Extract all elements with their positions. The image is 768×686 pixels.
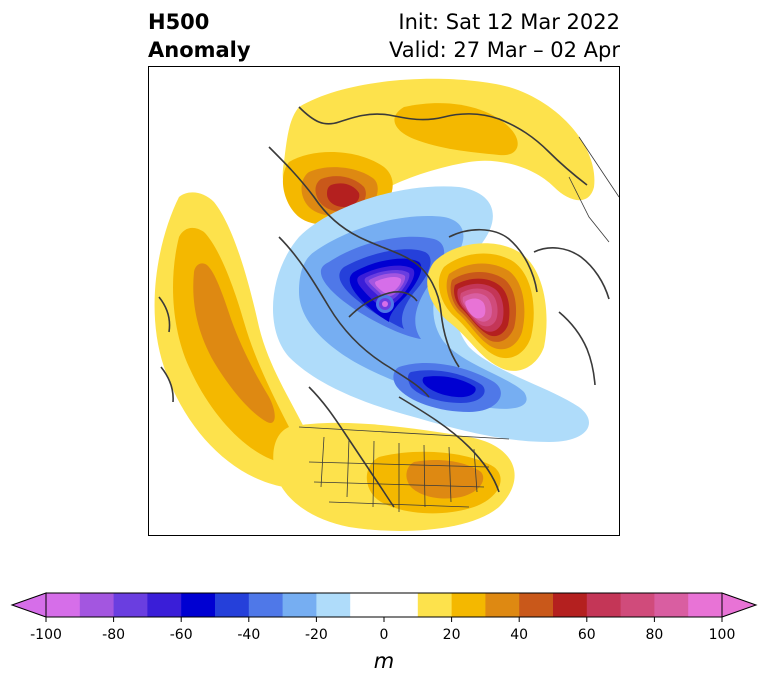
colorbar-segment (147, 593, 182, 617)
colorbar-tick-label: 0 (379, 627, 389, 643)
colorbar-segment (46, 593, 81, 617)
colorbar-tick-label: 80 (645, 627, 664, 643)
coastlines (158, 106, 610, 508)
colorbar-segment (417, 593, 453, 617)
title-left: H500 Anomaly (148, 8, 251, 64)
colorbar-segment (282, 593, 317, 617)
field-label: H500 (148, 10, 210, 34)
colorbar-segment (553, 593, 588, 617)
valid-label: Valid: 27 Mar – 02 Apr (389, 38, 620, 62)
colorbar-segment (586, 593, 622, 617)
colorbar-segment (181, 593, 216, 617)
colorbar-segment (384, 593, 419, 617)
title-right: Init: Sat 12 Mar 2022 Valid: 27 Mar – 02… (389, 8, 620, 64)
colorbar-segment (485, 593, 520, 617)
colorbar (10, 592, 758, 622)
colorbar-segment (519, 593, 554, 617)
map-svg (154, 78, 619, 531)
colorbar-max-arrow (721, 592, 758, 618)
colorbar-tick-label: -100 (30, 627, 62, 643)
colorbar-segment (215, 593, 250, 617)
unit-label: m (373, 649, 395, 673)
subfield-label: Anomaly (148, 38, 251, 62)
colorbar-ticks (45, 617, 723, 622)
colorbar-segment (654, 593, 689, 617)
colorbar-min-arrow (10, 592, 47, 618)
colorbar-segment (620, 593, 655, 617)
colorbar-tick-label: -60 (169, 627, 193, 643)
colorbar-tick-label: -80 (102, 627, 126, 643)
colorbar-segment (316, 593, 351, 617)
anomaly-map (148, 66, 620, 536)
init-label: Init: Sat 12 Mar 2022 (398, 10, 620, 34)
colorbar-segment (113, 593, 148, 617)
colorbar-segment (451, 593, 486, 617)
colorbar-segment (688, 593, 723, 617)
colorbar-tick-label: 100 (708, 627, 736, 643)
colorbar-segment (248, 593, 284, 617)
colorbar-segment (79, 593, 115, 617)
colorbar-segment (350, 593, 385, 617)
colorbar-tick-label: 60 (577, 627, 596, 643)
canada-trough (272, 186, 589, 442)
colorbar-tick-label: 20 (442, 627, 461, 643)
colorbar-tick-label: 40 (510, 627, 529, 643)
pacific-ridge (154, 192, 315, 488)
colorbar-segments (46, 593, 723, 617)
southeast-ridge (273, 422, 515, 531)
country-borders (298, 136, 619, 512)
colorbar-tick-label: -40 (237, 627, 261, 643)
atlantic-ridge (427, 243, 547, 371)
colorbar-tick-label: -20 (304, 627, 328, 643)
